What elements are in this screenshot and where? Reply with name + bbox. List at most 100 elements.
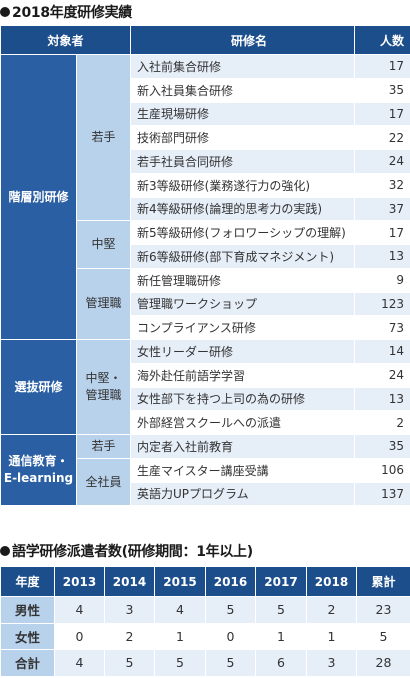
sub-mid-manager: 中堅・ 管理職 <box>75 339 132 435</box>
table-row-total: 合計 4 5 5 5 6 3 28 <box>0 649 410 677</box>
table-row: 新4等級研修(論理的思考力の実践) 37 <box>1 196 410 222</box>
training-count: 35 <box>354 434 410 459</box>
bullet-icon <box>0 546 10 556</box>
training-count: 35 <box>354 77 410 103</box>
table-cell: 23 <box>356 596 410 624</box>
table-cell: 2 <box>104 622 155 650</box>
training-name: 技術部門研修 <box>130 125 356 150</box>
table-row: 階層別研修 若手 入社前集合研修 17 <box>0 53 410 340</box>
training-count: 9 <box>354 267 410 293</box>
table-cell: 5 <box>205 596 256 624</box>
category-hierarchical: 階層別研修 <box>0 54 77 340</box>
sub-young: 若手 <box>75 53 132 222</box>
header-2017: 2017 <box>255 566 307 597</box>
training-name: 入社前集合研修 <box>130 54 356 79</box>
training-count: 32 <box>354 172 410 198</box>
category-selective: 選抜研修 <box>0 339 77 435</box>
training-count: 14 <box>354 339 410 364</box>
training-count: 22 <box>354 125 410 150</box>
training-name: 新6等級研修(部下育成マネジメント) <box>130 244 356 269</box>
table-row: 生産現場研修 17 <box>1 101 410 127</box>
training-name: 内定者入社前教育 <box>130 434 356 459</box>
training-count: 106 <box>354 457 410 483</box>
table-row: 新6等級研修(部下育成マネジメント) 13 <box>1 244 410 269</box>
training-count: 17 <box>354 101 410 127</box>
training-count: 24 <box>354 362 410 388</box>
table-row: 海外赴任前語学学習 24 <box>1 362 410 388</box>
training-name: 生産マイスター講座受講 <box>130 457 356 483</box>
section-title-text: 語学研修派遣者数(研修期間：1年以上) <box>12 544 253 560</box>
training-name: 新4等級研修(論理的思考力の実践) <box>130 196 356 222</box>
training-name: 新任管理職研修 <box>130 267 356 293</box>
table-cell: 2 <box>306 596 357 624</box>
sub-mid-manager-line2: 管理職 <box>85 388 122 402</box>
training-name: 新入社員集合研修 <box>130 77 356 103</box>
training-count: 73 <box>354 315 410 340</box>
table-row: 全社員 生産マイスター講座受講 106 <box>1 457 410 507</box>
category-elearning-line1: 通信教育・ <box>8 454 69 469</box>
header-2013: 2013 <box>54 566 105 597</box>
training-count: 13 <box>354 244 410 269</box>
training-count: 24 <box>354 149 410 174</box>
training-name: 新3等級研修(業務遂行力の強化) <box>130 172 356 198</box>
training-name: 英語力UPプログラム <box>130 481 356 507</box>
training-name: 管理職ワークショップ <box>130 291 356 317</box>
row-label: 男性 <box>0 596 55 624</box>
training-results-table: 対象者 研修名 人数 階層別研修 若手 入社前集合研修 17 新入社員集合研修 3… <box>0 26 410 507</box>
table-cell: 28 <box>356 649 410 677</box>
table-row: 若手社員合同研修 24 <box>1 149 410 174</box>
table-row: 選抜研修 中堅・ 管理職 女性リーダー研修 14 <box>0 339 410 435</box>
table-cell: 5 <box>356 622 410 650</box>
section-title-language: 語学研修派遣者数(研修期間：1年以上) <box>0 541 253 561</box>
training-count: 17 <box>354 220 410 245</box>
table-header-row: 対象者 研修名 人数 <box>0 26 410 55</box>
table-row: コンプライアンス研修 73 <box>1 315 410 340</box>
sub-all-employees: 全社員 <box>75 457 132 507</box>
table-cell: 3 <box>306 649 357 677</box>
table-row-male: 男性 4 3 4 5 5 2 23 <box>0 596 410 624</box>
header-2018: 2018 <box>306 566 357 597</box>
table-row-female: 女性 0 2 1 0 1 1 5 <box>0 622 410 650</box>
table-row: 新入社員集合研修 35 <box>1 77 410 103</box>
language-dispatch-table: 年度 2013 2014 2015 2016 2017 2018 累計 男性 4… <box>0 566 410 677</box>
table-cell: 1 <box>154 622 206 650</box>
section-title-training: 2018年度研修実績 <box>0 2 132 22</box>
header-total: 累計 <box>356 566 410 597</box>
table-cell: 4 <box>54 649 105 677</box>
sub-young-elearning: 若手 <box>75 434 132 459</box>
training-count: 123 <box>354 291 410 317</box>
training-name: 新5等級研修(フォロワーシップの理解) <box>130 220 356 245</box>
training-name: 生産現場研修 <box>130 101 356 127</box>
sub-manager: 管理職 <box>75 267 132 341</box>
header-name: 研修名 <box>130 26 356 55</box>
table-row: 中堅 新5等級研修(フォロワーシップの理解) 17 <box>1 220 410 269</box>
header-2016: 2016 <box>205 566 256 597</box>
training-count: 37 <box>354 196 410 222</box>
table-row: 通信教育・ E-learning 若手 内定者入社前教育 35 <box>0 433 410 507</box>
category-elearning: 通信教育・ E-learning <box>0 433 77 507</box>
training-name: 外部経営スクールへの派遣 <box>130 410 356 435</box>
table-row: 管理職ワークショップ 123 <box>1 291 410 317</box>
sub-mid: 中堅 <box>75 220 132 269</box>
table-row: 新3等級研修(業務遂行力の強化) 32 <box>1 172 410 198</box>
table-cell: 4 <box>54 596 105 624</box>
table-cell: 1 <box>306 622 357 650</box>
bullet-icon <box>0 7 10 17</box>
header-2014: 2014 <box>104 566 155 597</box>
table-row: 技術部門研修 22 <box>1 125 410 150</box>
training-count: 2 <box>354 410 410 435</box>
table-header-row: 年度 2013 2014 2015 2016 2017 2018 累計 <box>0 566 410 597</box>
training-count: 17 <box>354 54 410 79</box>
table-cell: 5 <box>154 649 206 677</box>
table-cell: 0 <box>54 622 105 650</box>
table-cell: 1 <box>255 622 307 650</box>
section-title-text: 2018年度研修実績 <box>12 5 132 21</box>
table-cell: 6 <box>255 649 307 677</box>
table-row: 管理職 新任管理職研修 9 <box>1 267 410 341</box>
table-cell: 4 <box>154 596 206 624</box>
training-name: 海外赴任前語学学習 <box>130 362 356 388</box>
header-category: 対象者 <box>0 26 132 55</box>
training-count: 13 <box>354 386 410 412</box>
header-2015: 2015 <box>154 566 206 597</box>
table-cell: 5 <box>255 596 307 624</box>
